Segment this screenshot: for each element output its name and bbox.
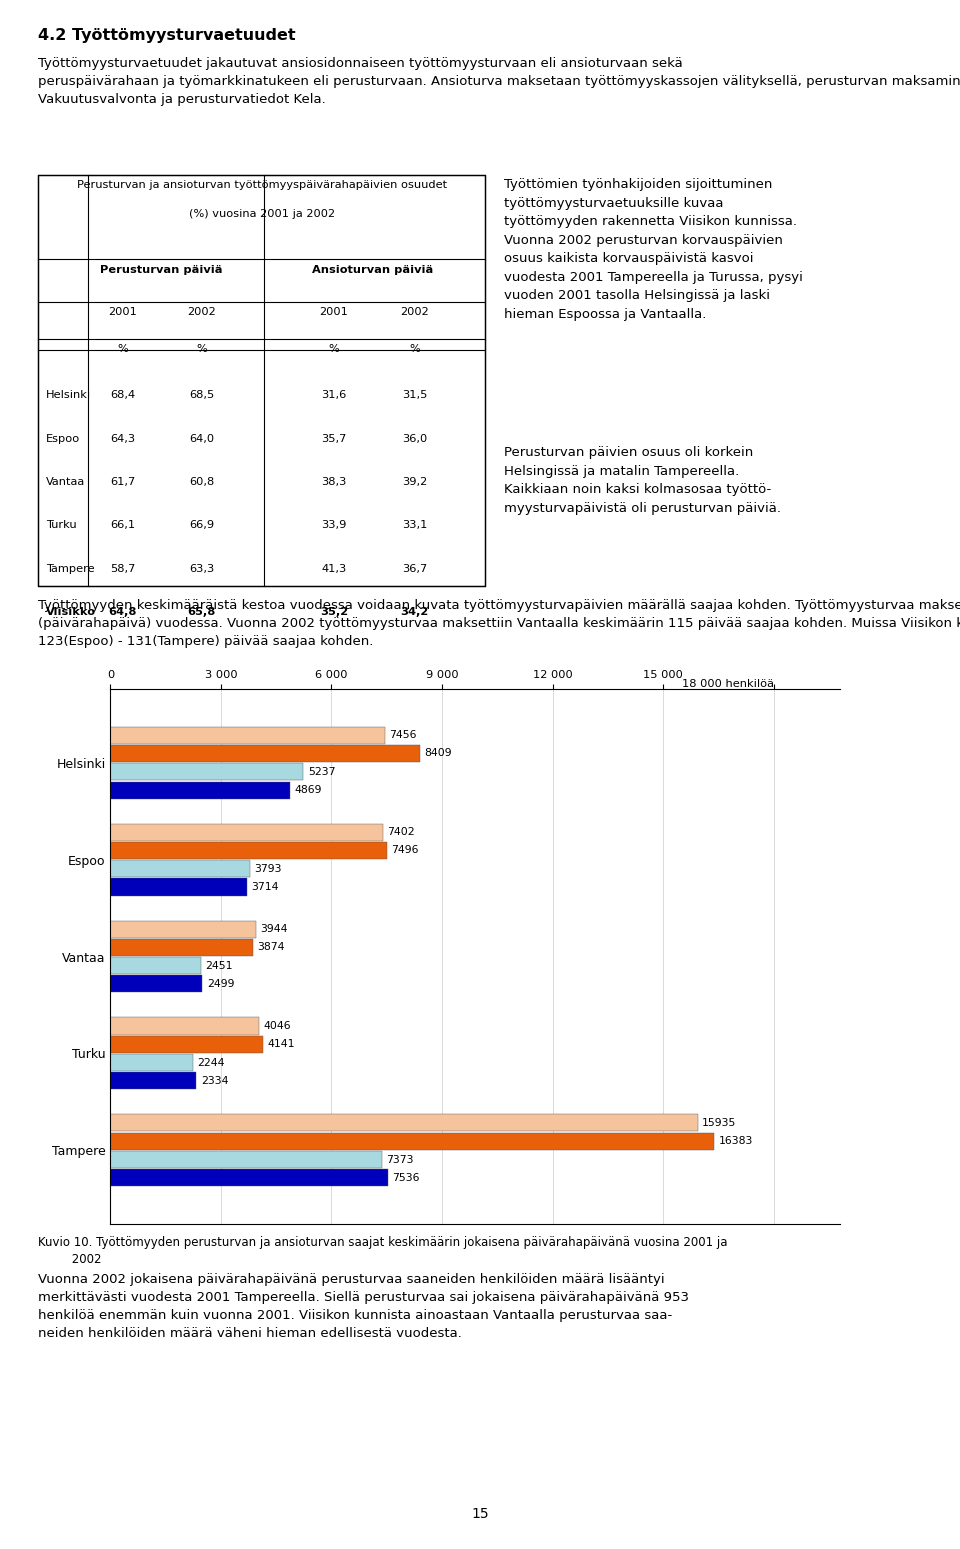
Bar xyxy=(110,745,420,762)
Text: 2451: 2451 xyxy=(205,960,232,971)
Text: 68,5: 68,5 xyxy=(189,390,214,400)
Text: 58,7: 58,7 xyxy=(110,564,135,573)
Text: 39,2: 39,2 xyxy=(402,477,427,486)
Bar xyxy=(110,1072,197,1089)
Text: Vantaa: Vantaa xyxy=(46,477,85,486)
Text: 31,5: 31,5 xyxy=(402,390,427,400)
Text: 38,3: 38,3 xyxy=(322,477,347,486)
Text: 60,8: 60,8 xyxy=(189,477,214,486)
Text: 7496: 7496 xyxy=(391,846,419,855)
Text: 66,1: 66,1 xyxy=(110,520,135,530)
Text: Työttömien työnhakijoiden sijoittuminen
työttömyysturvaetuuksille kuvaa
työttömy: Työttömien työnhakijoiden sijoittuminen … xyxy=(504,178,803,321)
Bar xyxy=(110,1169,388,1187)
Bar xyxy=(110,782,290,799)
Text: 2002: 2002 xyxy=(187,307,216,316)
Text: 35,7: 35,7 xyxy=(322,434,347,443)
Bar xyxy=(110,1132,714,1149)
Text: 31,6: 31,6 xyxy=(322,390,347,400)
Text: (%) vuosina 2001 ja 2002: (%) vuosina 2001 ja 2002 xyxy=(188,209,335,218)
Text: 3714: 3714 xyxy=(252,881,279,892)
Text: 18 000 henkilöä: 18 000 henkilöä xyxy=(682,680,774,689)
Text: 2001: 2001 xyxy=(108,307,137,316)
Text: 2244: 2244 xyxy=(198,1058,225,1067)
Bar xyxy=(110,860,251,877)
Bar xyxy=(110,1055,193,1072)
Text: Työttömyysturvaetuudet jakautuvat ansiosidonnaiseen työttömyysturvaan eli ansiot: Työttömyysturvaetuudet jakautuvat ansios… xyxy=(38,57,960,107)
Text: 7373: 7373 xyxy=(387,1154,414,1165)
Text: 64,8: 64,8 xyxy=(108,607,137,617)
Text: %: % xyxy=(409,344,420,353)
Text: 16383: 16383 xyxy=(718,1137,753,1146)
Bar xyxy=(110,726,385,744)
Text: 15935: 15935 xyxy=(702,1118,736,1128)
Text: Tampere: Tampere xyxy=(46,564,95,573)
Text: 34,2: 34,2 xyxy=(400,607,429,617)
Text: 2499: 2499 xyxy=(207,979,234,988)
Text: 3874: 3874 xyxy=(257,942,285,953)
Bar xyxy=(110,920,255,937)
Bar xyxy=(110,1036,263,1053)
Text: 7536: 7536 xyxy=(393,1173,420,1183)
Bar xyxy=(110,976,203,993)
Text: 2334: 2334 xyxy=(201,1077,228,1086)
Text: Perusturvan päivien osuus oli korkein
Helsingissä ja matalin Tampereella.
Kaikki: Perusturvan päivien osuus oli korkein He… xyxy=(504,446,781,514)
Text: 3793: 3793 xyxy=(254,864,282,874)
Text: 63,3: 63,3 xyxy=(189,564,214,573)
Bar xyxy=(110,939,253,956)
Text: 68,4: 68,4 xyxy=(110,390,135,400)
Text: 64,3: 64,3 xyxy=(110,434,135,443)
Text: 41,3: 41,3 xyxy=(322,564,347,573)
Text: 64,0: 64,0 xyxy=(189,434,214,443)
Text: Perusturvan päiviä: Perusturvan päiviä xyxy=(100,265,223,274)
Text: 15: 15 xyxy=(471,1507,489,1521)
Bar xyxy=(110,764,303,781)
Bar xyxy=(110,841,387,858)
Text: Espoo: Espoo xyxy=(46,434,81,443)
Bar xyxy=(110,824,383,841)
Text: 33,9: 33,9 xyxy=(322,520,347,530)
Bar xyxy=(110,878,248,895)
Text: Ansioturvan päiviä: Ansioturvan päiviä xyxy=(312,265,433,274)
Text: 33,1: 33,1 xyxy=(402,520,427,530)
Text: %: % xyxy=(328,344,340,353)
Bar xyxy=(110,1151,382,1168)
Text: %: % xyxy=(196,344,207,353)
Bar xyxy=(110,1018,259,1035)
Text: Vuonna 2002 jokaisena päivärahapäivänä perusturvaa saaneiden henkilöiden määrä l: Vuonna 2002 jokaisena päivärahapäivänä p… xyxy=(38,1273,689,1340)
Text: 2001: 2001 xyxy=(320,307,348,316)
Bar xyxy=(110,1114,698,1131)
Text: 5237: 5237 xyxy=(308,767,335,776)
Bar xyxy=(110,957,201,974)
Text: 4.2 Työttömyysturvaetuudet: 4.2 Työttömyysturvaetuudet xyxy=(38,28,296,43)
Text: 2002: 2002 xyxy=(400,307,429,316)
Text: 61,7: 61,7 xyxy=(110,477,135,486)
Text: Helsinki: Helsinki xyxy=(46,390,91,400)
Text: Turku: Turku xyxy=(46,520,77,530)
Text: 65,8: 65,8 xyxy=(187,607,216,617)
Text: 4046: 4046 xyxy=(264,1021,292,1032)
Text: 3944: 3944 xyxy=(260,925,288,934)
Text: Työttömyyden keskimääräistä kestoa vuodessa voidaan kuvata työttömyysturvapäivie: Työttömyyden keskimääräistä kestoa vuode… xyxy=(38,599,960,649)
Text: 35,2: 35,2 xyxy=(320,607,348,617)
Text: 7456: 7456 xyxy=(390,730,417,740)
Text: 4869: 4869 xyxy=(294,785,322,795)
Text: %: % xyxy=(117,344,129,353)
Text: 36,0: 36,0 xyxy=(402,434,427,443)
Text: Viisikko: Viisikko xyxy=(46,607,96,617)
Text: Perusturvan ja ansioturvan työttömyyspäivärahapäivien osuudet: Perusturvan ja ansioturvan työttömyyspäi… xyxy=(77,180,446,189)
Text: Kuvio 10. Työttömyyden perusturvan ja ansioturvan saajat keskimäärin jokaisena p: Kuvio 10. Työttömyyden perusturvan ja an… xyxy=(38,1236,728,1266)
Text: 66,9: 66,9 xyxy=(189,520,214,530)
Text: 4141: 4141 xyxy=(268,1039,295,1049)
Text: 7402: 7402 xyxy=(388,827,415,836)
Text: 36,7: 36,7 xyxy=(402,564,427,573)
Text: 8409: 8409 xyxy=(424,748,452,759)
